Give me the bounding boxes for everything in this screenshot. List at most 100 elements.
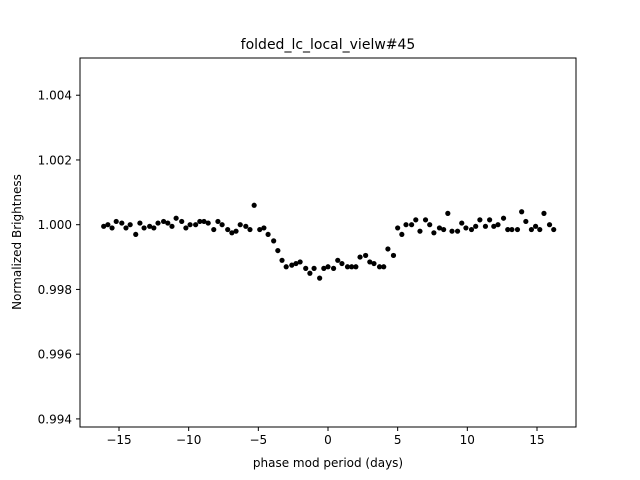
data-point — [454, 228, 461, 234]
data-point — [477, 217, 483, 223]
data-point — [201, 218, 207, 225]
data-point — [137, 220, 143, 226]
data-point — [289, 262, 295, 268]
y-tick-label: 1.004 — [38, 89, 72, 103]
data-point — [509, 226, 515, 233]
chart-title: folded_lc_local_vielw#45 — [241, 37, 416, 53]
x-tick-label: −10 — [176, 433, 201, 447]
data-point — [261, 225, 267, 231]
data-point — [541, 210, 547, 216]
data-point — [523, 218, 529, 225]
data-point — [161, 218, 167, 225]
x-tick-label: 15 — [529, 433, 544, 447]
data-point — [436, 225, 443, 231]
x-axis-label: phase mod period (days) — [253, 456, 403, 470]
data-point — [165, 220, 171, 226]
data-point — [275, 247, 281, 254]
data-point — [363, 252, 369, 259]
data-point — [257, 226, 263, 233]
data-point — [109, 225, 115, 231]
y-tick-label: 1.000 — [38, 218, 72, 232]
data-point — [271, 238, 277, 244]
data-point — [147, 223, 153, 229]
data-point — [431, 230, 437, 236]
data-point — [349, 264, 355, 270]
data-point — [113, 218, 119, 225]
data-point — [528, 226, 535, 233]
data-point — [187, 222, 193, 228]
data-point — [127, 222, 133, 228]
data-point — [491, 223, 497, 229]
data-point — [151, 225, 157, 231]
data-point — [141, 225, 147, 231]
data-point — [403, 222, 409, 228]
x-tick-label: −5 — [249, 433, 267, 447]
data-point — [215, 218, 221, 225]
data-point — [307, 270, 313, 276]
data-point — [468, 226, 475, 233]
data-point — [265, 231, 271, 238]
data-point — [367, 259, 373, 265]
data-point — [283, 264, 289, 270]
data-point — [449, 228, 455, 234]
data-point — [519, 209, 525, 215]
data-point — [353, 264, 359, 270]
data-point — [390, 252, 397, 259]
data-point — [357, 254, 363, 260]
data-point — [413, 217, 419, 223]
data-point — [229, 230, 235, 236]
x-axis: −15 −10 −5 0 5 10 15 — [106, 427, 545, 447]
data-point — [417, 228, 423, 234]
data-point — [243, 223, 249, 229]
data-point — [293, 260, 299, 267]
data-point — [335, 257, 341, 263]
data-point — [193, 222, 199, 228]
data-point — [317, 275, 323, 281]
data-point — [422, 217, 429, 223]
plot-area — [79, 57, 577, 428]
data-point — [473, 223, 479, 229]
data-point — [546, 222, 553, 228]
data-point — [537, 226, 543, 233]
data-point — [173, 215, 179, 221]
data-point — [495, 222, 501, 228]
data-point — [247, 226, 253, 233]
data-point — [211, 226, 217, 233]
data-point — [183, 225, 189, 231]
y-tick-label: 0.994 — [38, 412, 72, 426]
data-point — [105, 222, 111, 228]
data-point — [482, 223, 489, 229]
x-tick-label: 0 — [324, 433, 332, 447]
data-point — [505, 226, 511, 233]
data-point — [219, 222, 225, 228]
data-point — [381, 264, 387, 270]
data-point — [445, 210, 451, 216]
data-point — [325, 264, 331, 270]
data-point — [427, 222, 433, 228]
data-point — [197, 218, 203, 225]
data-point — [344, 264, 351, 270]
y-axis-label: Normalized Brightness — [10, 174, 24, 310]
y-tick-label: 1.002 — [38, 153, 72, 167]
data-point — [101, 223, 107, 229]
data-point — [297, 259, 303, 265]
y-tick-label: 0.996 — [38, 348, 72, 362]
data-point — [225, 226, 231, 233]
data-point — [441, 226, 447, 233]
data-point — [533, 223, 539, 229]
data-point — [251, 202, 257, 208]
data-point — [463, 225, 469, 231]
x-tick-label: −15 — [106, 433, 131, 447]
data-point — [133, 231, 139, 238]
data-point — [385, 246, 391, 252]
data-point — [279, 257, 285, 263]
data-point — [371, 260, 377, 267]
data-point — [514, 226, 521, 233]
y-tick-label: 0.998 — [38, 283, 72, 297]
data-point — [409, 222, 415, 228]
data-point — [123, 225, 129, 231]
data-point — [395, 225, 401, 231]
data-point — [237, 222, 243, 228]
